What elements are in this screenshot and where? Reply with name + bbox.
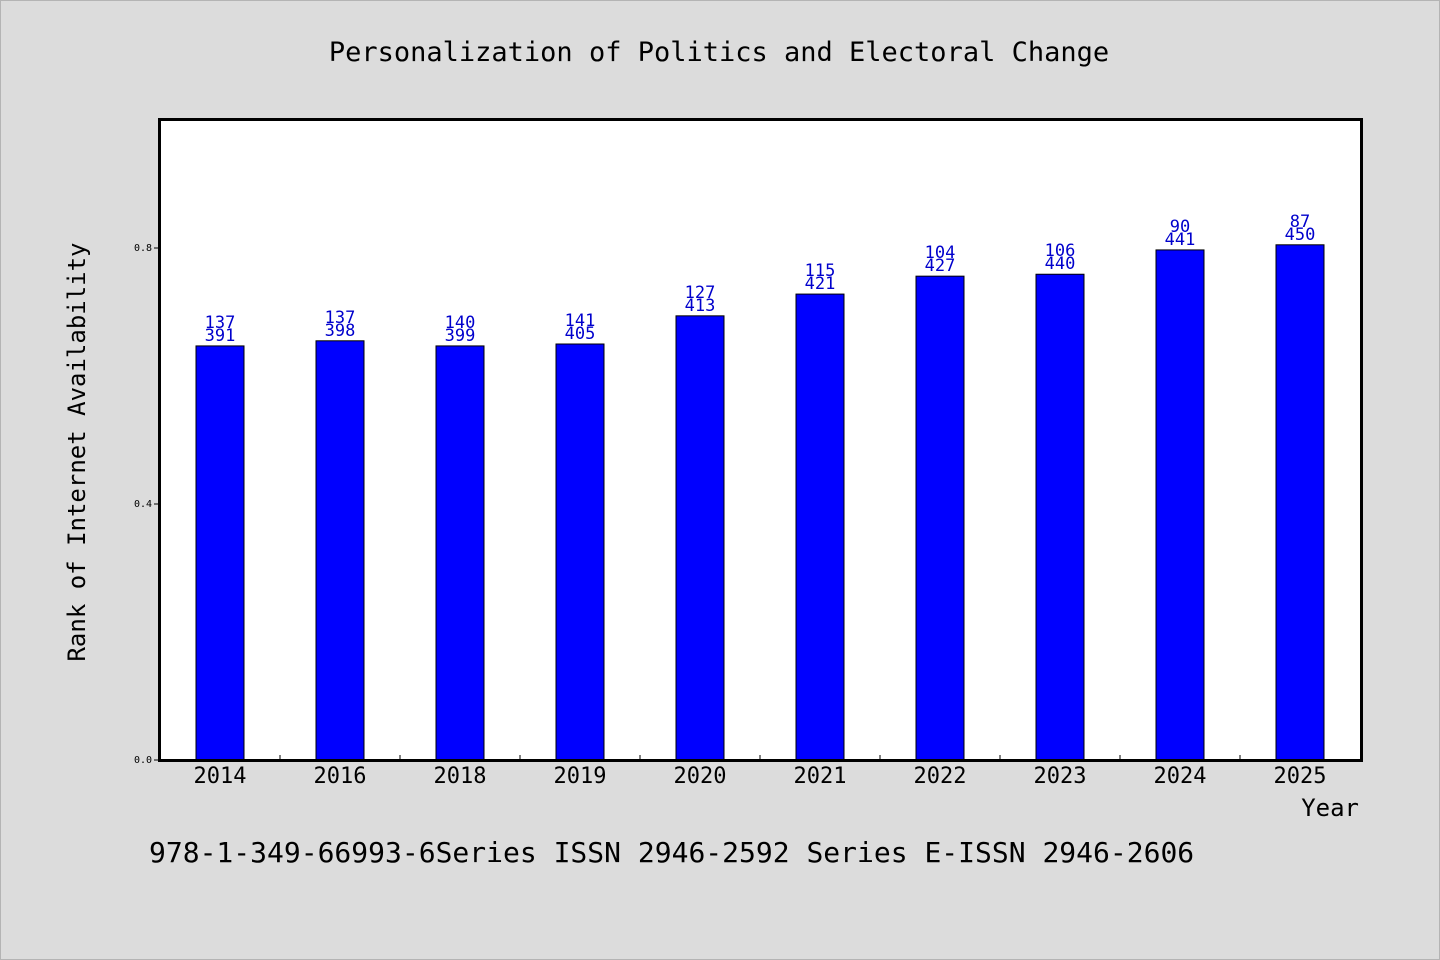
bar-label-top: 87: [1290, 212, 1310, 232]
bar: [795, 293, 845, 761]
bar-label-bottom: 427: [925, 256, 956, 276]
y-axis-label: Rank of Internet Availability: [63, 242, 91, 661]
x-tick-label: 2018: [434, 764, 487, 789]
x-tick-label: 2024: [1154, 764, 1207, 789]
bar: [315, 340, 365, 761]
y-tick-label: 0.4: [134, 499, 152, 510]
bar: [435, 345, 485, 761]
y-tick-label: 0.8: [134, 243, 152, 254]
bar-label-bottom: 441: [1165, 230, 1196, 250]
bar-label-top: 137: [325, 308, 356, 328]
plot-border: [158, 118, 1363, 762]
x-tick-label: 2016: [314, 764, 367, 789]
x-tick-label: 2014: [194, 764, 247, 789]
x-tick-label: 2019: [554, 764, 607, 789]
bar-label-top: 141: [565, 311, 596, 331]
bar: [1155, 249, 1205, 761]
bar-label-bottom: 421: [805, 274, 836, 294]
bar-label-bottom: 398: [325, 321, 356, 341]
x-tick-label: 2023: [1034, 764, 1087, 789]
bar-label-top: 140: [445, 313, 476, 333]
bar: [195, 345, 245, 761]
bar: [675, 315, 725, 761]
y-tick-label: 0.0: [134, 755, 152, 766]
footer-text: 978-1-349-66993-6Series ISSN 2946-2592 S…: [149, 836, 1194, 869]
x-axis: 2014 2016 2018 2019 2020 2021 2022 2023 2024 2025: [194, 755, 1327, 789]
bar-label-bottom: 391: [205, 326, 236, 346]
bar-label-bottom: 440: [1045, 254, 1076, 274]
bar-label-top: 115: [805, 261, 836, 281]
bar-label-top: 127: [685, 283, 716, 303]
bar-label-top: 90: [1170, 217, 1190, 237]
x-axis-label: Year: [1301, 794, 1359, 822]
bar: [555, 343, 605, 761]
x-tick-label: 2022: [914, 764, 967, 789]
x-tick-label: 2025: [1274, 764, 1327, 789]
bar-label-bottom: 405: [565, 324, 596, 344]
x-tick-label: 2020: [674, 764, 727, 789]
bar: [915, 275, 965, 761]
bar-label-bottom: 450: [1285, 225, 1316, 245]
y-axis: 0.0 0.4 0.8: [134, 243, 160, 766]
bar: [1275, 244, 1325, 761]
bar-label-top: 104: [925, 243, 956, 263]
bar: [1035, 273, 1085, 761]
bar-label-bottom: 413: [685, 296, 716, 316]
chart-title: Personalization of Politics and Electora…: [329, 37, 1109, 68]
x-tick-label: 2021: [794, 764, 847, 789]
bar-label-top: 137: [205, 313, 236, 333]
bar-series: [195, 244, 1325, 761]
bar-label-bottom: 399: [445, 326, 476, 346]
bar-label-top: 106: [1045, 241, 1076, 261]
